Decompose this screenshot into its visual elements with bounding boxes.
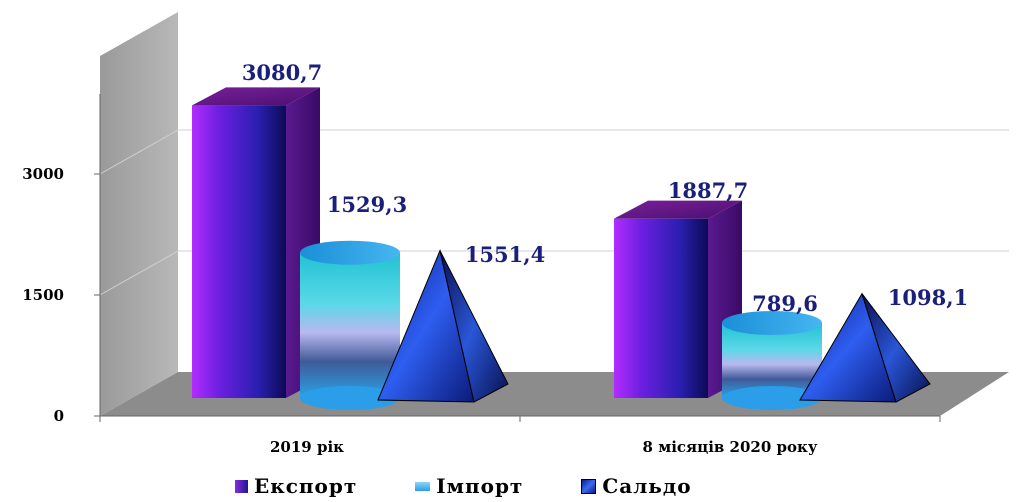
bar-import-top (722, 310, 822, 335)
bar-saldo-side (861, 293, 931, 403)
legend-swatch-import (415, 481, 431, 491)
legend-swatch-saldo (581, 478, 597, 494)
legend-label-export: Експорт (254, 474, 358, 498)
data-label: 3080,7 (242, 60, 322, 85)
bar-export (192, 105, 286, 399)
data-label: 1529,3 (327, 192, 407, 217)
bar-import-base (722, 386, 822, 410)
data-label: 1098,1 (888, 285, 968, 310)
bar-export-top (614, 200, 742, 219)
data-label: 1887,7 (668, 178, 748, 203)
bar-import (300, 252, 400, 398)
legend: Експорт Імпорт Сальдо (235, 474, 692, 498)
y-tick-label: 0 (54, 407, 64, 425)
bar-import-top (300, 240, 400, 265)
legend-label-import: Імпорт (436, 474, 524, 498)
x-tick-label: 8 місяців 2020 року (643, 438, 818, 456)
legend-item-saldo: Сальдо (581, 474, 691, 498)
bar-saldo-side (439, 250, 509, 403)
legend-swatch-export (235, 479, 248, 493)
side-wall (100, 12, 178, 416)
bar-import-base (300, 386, 400, 410)
bar-export-top (192, 87, 320, 106)
legend-item-import: Імпорт (415, 474, 523, 498)
legend-item-export: Експорт (235, 474, 357, 498)
y-tick-label: 1500 (22, 286, 64, 304)
bar-import (722, 322, 822, 398)
gridline-side (99, 129, 179, 175)
y-tick-label: 3000 (22, 165, 64, 183)
gridline-side (99, 250, 179, 296)
x-tick-label: 2019 рік (270, 438, 344, 456)
legend-label-saldo: Сальдо (602, 474, 692, 498)
data-label: 1551,4 (465, 242, 545, 267)
data-label: 789,6 (752, 291, 818, 316)
bar-export (614, 218, 708, 398)
